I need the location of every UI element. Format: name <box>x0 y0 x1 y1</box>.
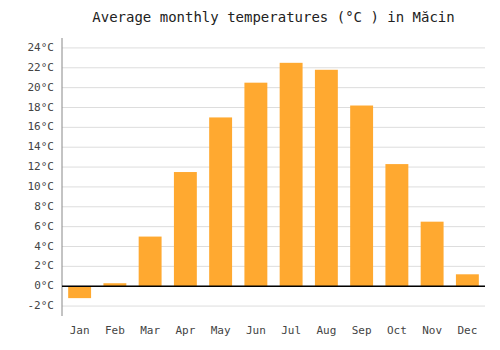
x-tick-label: May <box>211 324 231 337</box>
y-tick-label: 24°C <box>28 41 55 54</box>
bar <box>280 63 303 286</box>
grid-line <box>62 147 485 148</box>
grid-line <box>62 167 485 168</box>
x-tick-label: Jan <box>70 324 90 337</box>
title: Average monthly temperatures (°C ) in Mă… <box>92 9 454 25</box>
zero-line <box>62 285 485 287</box>
bar <box>456 274 479 286</box>
y-tick-label: 14°C <box>28 140 55 153</box>
x-tick-label: Dec <box>457 324 477 337</box>
bar <box>209 117 232 286</box>
bar <box>350 106 373 287</box>
bar <box>385 164 408 286</box>
y-tick-label: 20°C <box>28 81 55 94</box>
bars <box>68 63 479 298</box>
y-tick-label: 16°C <box>28 120 55 133</box>
grid-line <box>62 286 485 287</box>
grid-line <box>62 87 485 88</box>
y-tick-label: 2°C <box>34 259 54 272</box>
bar <box>421 222 444 287</box>
chart: Average monthly temperatures (°C ) in Mă… <box>0 0 500 350</box>
grid-line <box>62 127 485 128</box>
y-tick-label: 18°C <box>28 101 55 114</box>
bar <box>68 286 91 298</box>
x-tick-label: Apr <box>175 324 195 337</box>
x-tick-label: Sep <box>352 324 372 337</box>
x-tick-label: Jun <box>246 324 266 337</box>
x-tick-label: Nov <box>422 324 442 337</box>
grid-line <box>62 67 485 68</box>
y-tick-label: -2°C <box>28 299 55 312</box>
bar <box>174 172 197 286</box>
bar <box>139 237 162 287</box>
y-tick-label: 8°C <box>34 200 54 213</box>
bar <box>244 83 267 287</box>
grid <box>62 48 485 306</box>
grid-line <box>62 47 485 48</box>
x-tick-label: Jul <box>281 324 301 337</box>
grid-line <box>62 306 485 307</box>
x-tick-label: Feb <box>105 324 125 337</box>
y-tick-label: 22°C <box>28 61 55 74</box>
x-tick-label: Aug <box>316 324 336 337</box>
bar <box>315 70 338 286</box>
grid-line <box>62 107 485 108</box>
x-tick-label: Mar <box>140 324 160 337</box>
y-tick-label: 12°C <box>28 160 55 173</box>
grid-line <box>62 186 485 187</box>
y-axis-line <box>62 38 63 316</box>
x-tick-label: Oct <box>387 324 407 337</box>
grid-line <box>62 206 485 207</box>
y-tick-label: 10°C <box>28 180 55 193</box>
y-tick-label: 4°C <box>34 240 54 253</box>
y-tick-label: 6°C <box>34 220 54 233</box>
y-tick-label: 0°C <box>34 279 54 292</box>
